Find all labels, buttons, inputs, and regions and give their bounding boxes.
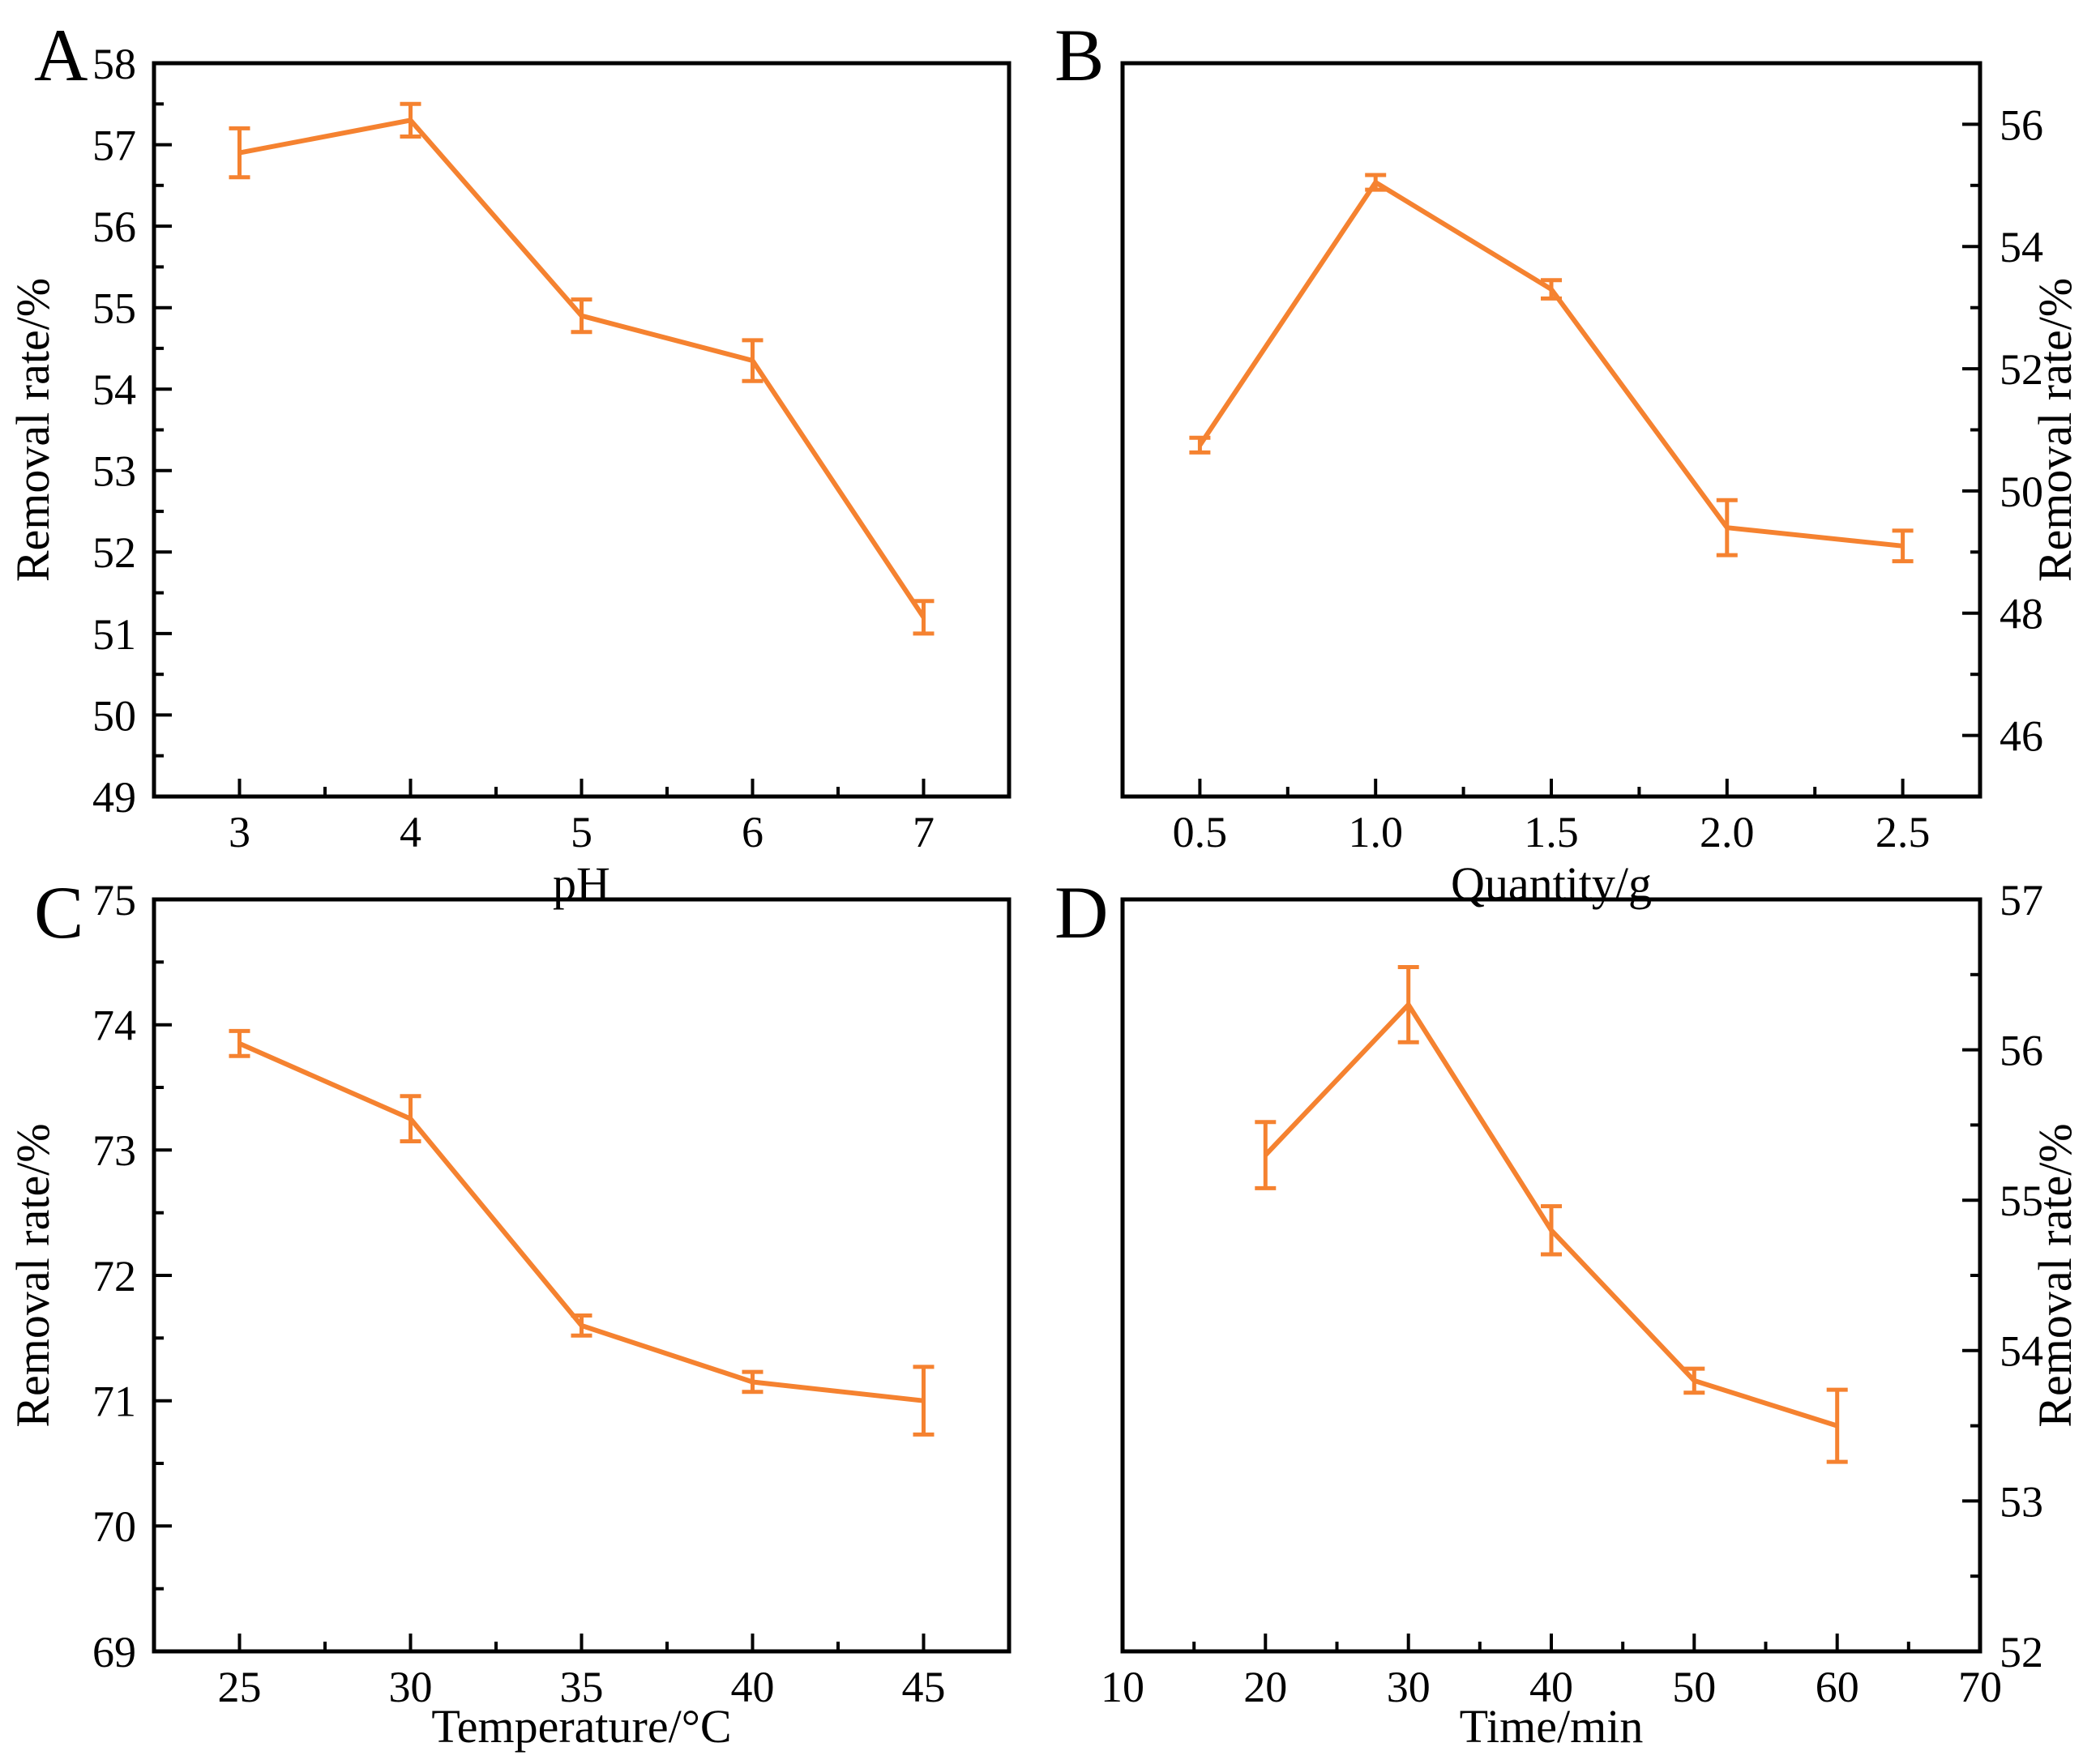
x-tick-label: 2.5 xyxy=(1876,808,1931,856)
x-tick-label: 70 xyxy=(1958,1663,2002,1711)
y-tick-label: 56 xyxy=(2000,1027,2043,1075)
y-tick-label: 57 xyxy=(2000,876,2043,925)
x-tick-label: 1.0 xyxy=(1348,808,1403,856)
y-tick-label: 52 xyxy=(2000,345,2043,394)
x-tick-label: 4 xyxy=(400,808,421,856)
y-tick-label: 53 xyxy=(2000,1477,2043,1526)
y-axis-label: Removal rate/% xyxy=(6,1123,59,1427)
panel-a: A 3 4 5 6 7 49 50 51 52 53 54 55 56 57 58 pH Removal rat… xyxy=(0,0,1042,910)
panel-letter-a: A xyxy=(34,14,88,96)
panel-letter-c: C xyxy=(34,871,84,954)
x-tick-label: 50 xyxy=(1672,1663,1716,1711)
y-tick-label: 55 xyxy=(92,284,136,333)
x-tick-label: 3 xyxy=(229,808,250,856)
y-tick-label: 56 xyxy=(92,203,136,251)
x-tick-label: 10 xyxy=(1101,1663,1144,1711)
data-line xyxy=(1197,179,1903,549)
x-tick-label: 6 xyxy=(742,808,763,856)
x-axis-label: Time/min xyxy=(1460,1700,1644,1753)
x-tick-label: 2.0 xyxy=(1700,808,1755,856)
x-tick-label: 5 xyxy=(571,808,592,856)
y-tick-label: 55 xyxy=(2000,1177,2043,1225)
y-axis-label: Removal rate/% xyxy=(2029,278,2081,582)
y-tick-label: 69 xyxy=(92,1628,136,1676)
y-tick-label: 54 xyxy=(92,365,136,414)
y-tick-label: 56 xyxy=(2000,100,2043,149)
panel-letter-b: B xyxy=(1054,14,1105,96)
y-tick-label: 57 xyxy=(92,122,136,170)
y-tick-label: 51 xyxy=(92,610,136,659)
x-tick-label: 25 xyxy=(218,1663,262,1711)
y-axis-label: Removal rate/% xyxy=(2029,1123,2081,1427)
y-tick-label: 52 xyxy=(2000,1628,2043,1676)
x-tick-label: 35 xyxy=(560,1663,604,1711)
y-tick-label: 71 xyxy=(92,1377,136,1426)
x-tick-label: 30 xyxy=(389,1663,433,1711)
x-tick-label: 7 xyxy=(913,808,935,856)
x-tick-label: 1.5 xyxy=(1524,808,1579,856)
x-tick-label: 60 xyxy=(1816,1663,1859,1711)
y-tick-label: 52 xyxy=(92,528,136,577)
data-line xyxy=(238,117,926,619)
y-tick-label: 73 xyxy=(92,1126,136,1175)
x-axis-label: Temperature/°C xyxy=(431,1700,731,1753)
plot-frame xyxy=(152,897,1012,1654)
plot-frame xyxy=(1120,61,1982,799)
panel-letter-d: D xyxy=(1054,871,1109,954)
y-tick-label: 50 xyxy=(92,691,136,740)
data-line xyxy=(238,1041,924,1403)
x-tick-label: 40 xyxy=(1529,1663,1573,1711)
y-tick-label: 74 xyxy=(92,1002,136,1050)
y-tick-label: 72 xyxy=(92,1252,136,1301)
chart-panel-b: 0.5 1.0 1.5 2.0 2.5464850525456Quantity/gRem… xyxy=(1120,61,2081,910)
y-tick-label: 46 xyxy=(2000,712,2043,761)
panel-b: B 0.5 1.0 1.5 2.0 2.5 46 48 50 52 54 56 Quantity/g R… xyxy=(1042,0,2083,910)
x-tick-label: 40 xyxy=(731,1663,775,1711)
y-tick-label: 53 xyxy=(92,447,136,496)
x-tick-label: 30 xyxy=(1387,1663,1431,1711)
y-axis-label: Removal rate/% xyxy=(6,278,59,582)
x-tick-label: 20 xyxy=(1243,1663,1287,1711)
x-tick-label: 45 xyxy=(902,1663,946,1711)
y-tick-label: 75 xyxy=(92,876,136,925)
panel-c: C 25 30 35 40 45 69 70 71 72 73 74 75 Temperature/°C… xyxy=(0,875,1042,1763)
y-tick-label: 54 xyxy=(2000,1327,2043,1376)
y-tick-label: 54 xyxy=(2000,223,2043,271)
panel-d: D 10 20 30 40 50 60 70 52 53 54 55 56 57 Time/min Remo… xyxy=(1042,875,2083,1763)
y-tick-label: 48 xyxy=(2000,590,2043,639)
data-line xyxy=(1264,1001,1838,1429)
plot-frame xyxy=(152,61,1012,799)
y-tick-label: 70 xyxy=(92,1502,136,1551)
y-tick-label: 58 xyxy=(92,40,136,88)
y-tick-label: 49 xyxy=(92,773,136,822)
x-tick-label: 0.5 xyxy=(1173,808,1228,856)
chart-panel-c: 25 30 35 40 45 69 70 71 72 73 74 75 Temperature/°C Re… xyxy=(6,876,1012,1753)
plot-frame xyxy=(1120,897,1982,1654)
y-tick-label: 50 xyxy=(2000,468,2043,516)
